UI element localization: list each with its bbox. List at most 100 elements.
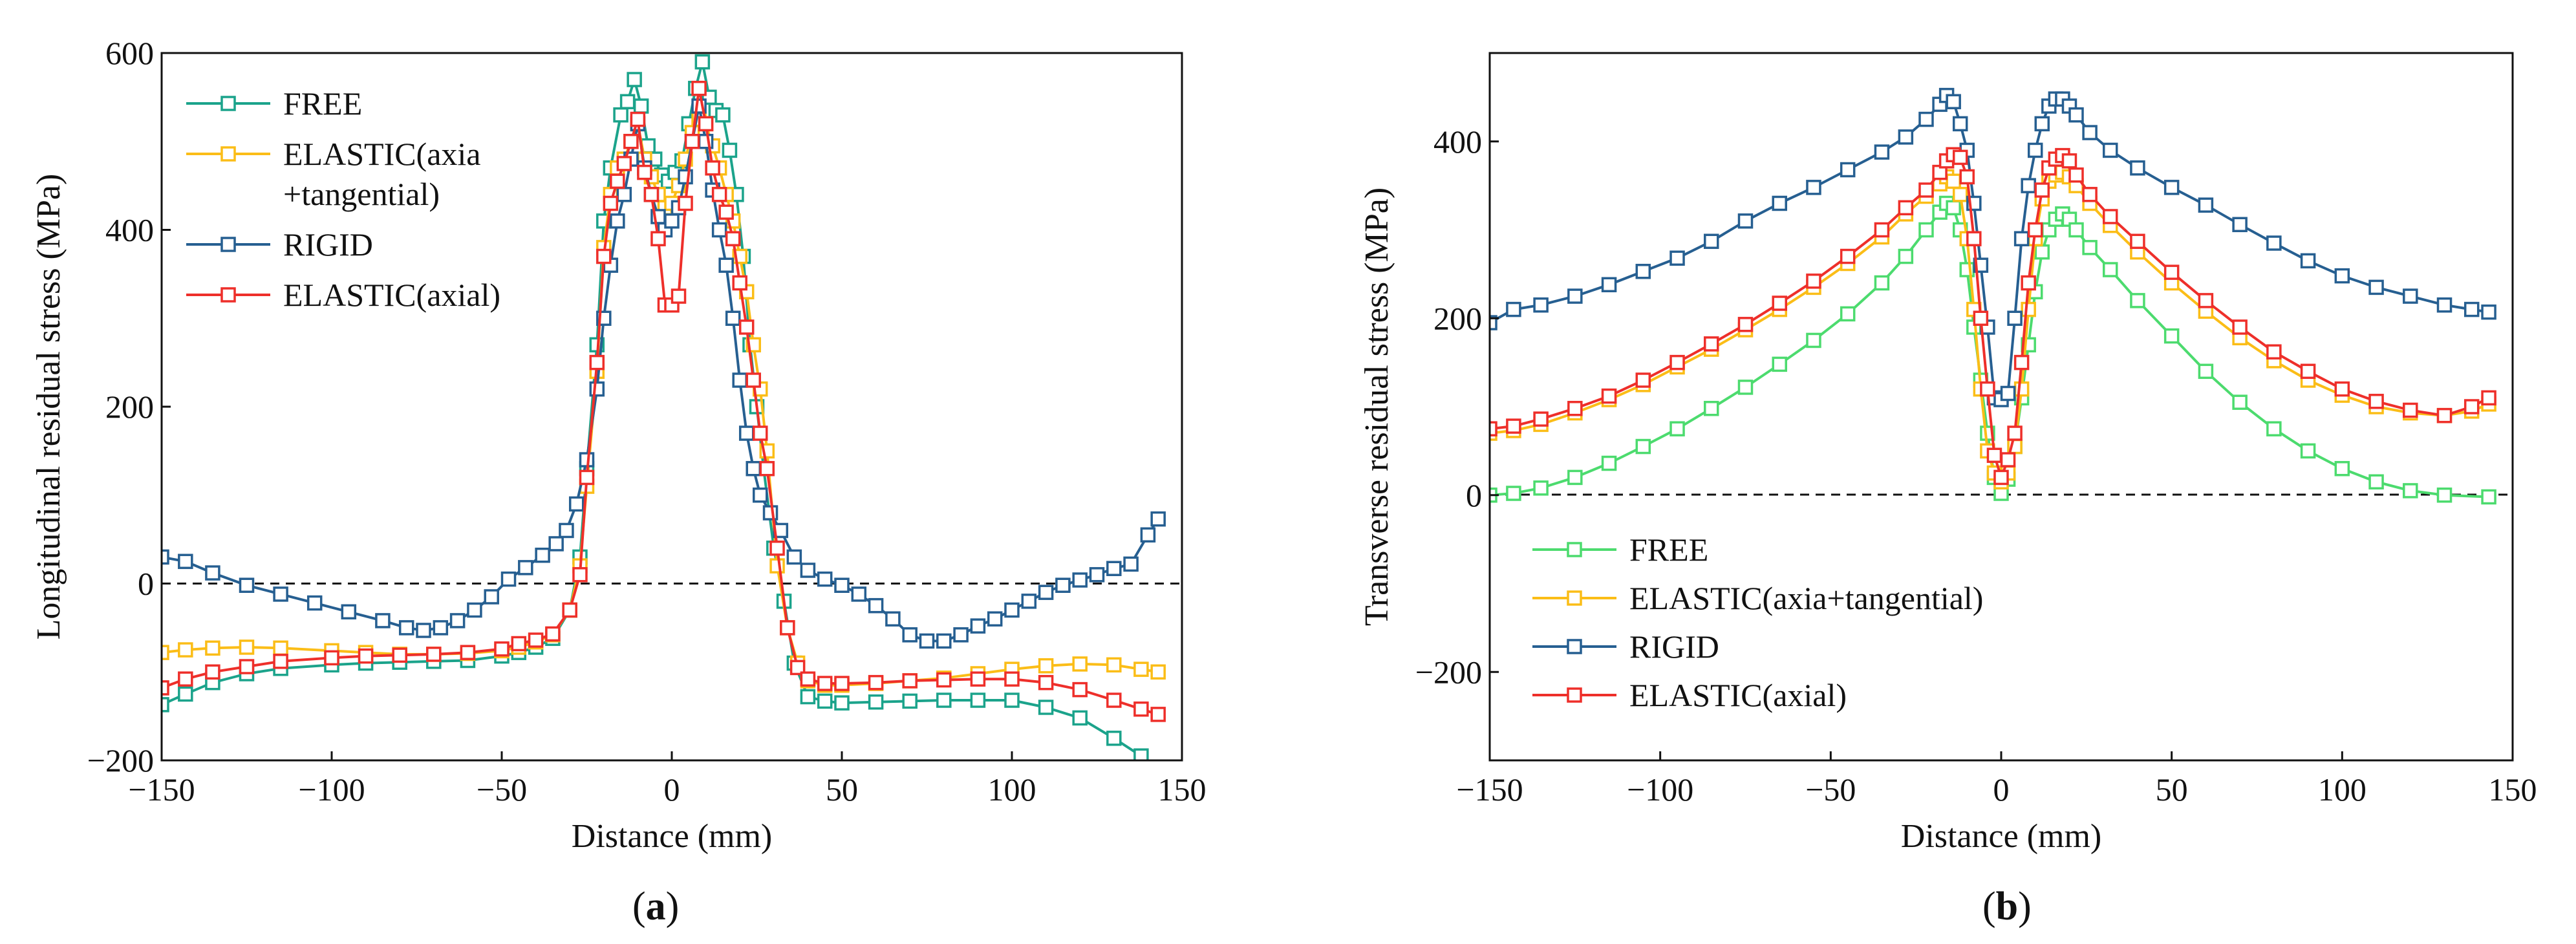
panel-a-legend-elastic-axia-tangential: ELASTIC(axia +tangential): [186, 136, 480, 212]
panel-a-elastic-axial-marker: [178, 671, 193, 687]
panel-a-legend-elastic-axia-tangential-text: +tangential): [283, 176, 440, 212]
panel-b-free-marker: [2130, 293, 2145, 308]
panel-b-free-marker: [2368, 474, 2384, 489]
panel-b-legend-elastic-axial-marker: [1567, 687, 1582, 703]
panel-b-elastic-axial-marker: [1966, 231, 1982, 246]
panel-b-elastic-axial-marker: [2102, 209, 2118, 224]
panel-a-rigid-marker: [1089, 567, 1105, 583]
panel-a-legend-elastic-axial-marker: [220, 287, 236, 303]
panel-b-label-letter: b: [1996, 885, 2018, 928]
panel-a-elastic-axial-marker: [817, 676, 833, 691]
panel-b-free-marker: [1737, 380, 1754, 395]
panel-b-legend-rigid-text: RIGID: [1629, 628, 1719, 665]
panel-b-elastic-axial-marker: [2007, 425, 2023, 441]
panel-a-legend-rigid-text: RIGID: [283, 226, 373, 263]
panel-b-elastic-axial-marker: [2068, 167, 2084, 183]
panel-a-elastic-axial-marker: [936, 672, 952, 688]
panel-a-free-marker: [1004, 692, 1020, 708]
panel-b-elastic-axial-marker: [1952, 149, 1968, 166]
panel-b-elastic-axial-marker: [1533, 411, 1549, 427]
panel-a-elastic-axial-series: [162, 80, 1166, 722]
panel-a-rigid-marker: [817, 571, 833, 587]
panel-a-elastic-axial-marker: [1150, 707, 1166, 722]
panel-b-elastic-axial-marker: [1973, 310, 1989, 326]
panel-a-elastic-axial-marker: [800, 671, 816, 687]
panel-a-elastic-axia-tangential-marker: [239, 639, 255, 655]
panel-a-elastic-axial-marker: [868, 674, 884, 691]
panel-b-ticks: −150 −100 −50 0 50 100 150 −200 0 200 400: [1415, 123, 2537, 808]
panel-a-rigid-marker: [753, 488, 768, 503]
panel-a-legend-elastic-axial-text: ELASTIC(axial): [283, 277, 500, 313]
panel-b-free-marker: [2300, 443, 2316, 459]
panel-a-elastic-axial-marker: [711, 187, 727, 202]
panel-a-rigid-marker: [902, 627, 918, 643]
panel-b-legend-elastic-axia-tangential-text: ELASTIC(axia+tangential): [1629, 580, 1983, 616]
panel-b-rigid-marker: [1704, 233, 1719, 250]
panel-b-rigid-marker: [2198, 197, 2214, 213]
panel-b-elastic-axial-marker: [2034, 182, 2050, 198]
panel-b-elastic-axial-marker: [2300, 363, 2316, 380]
panel-b-elastic-axial-marker: [2436, 407, 2453, 424]
panel-b-x-tick-label: 0: [1993, 771, 2010, 808]
panel-b-elastic-axial-marker: [2481, 390, 2496, 406]
panel-a-free-marker: [936, 692, 952, 708]
panel-a-rigid-marker: [987, 611, 1003, 627]
panel-a-y-tick-label: 200: [105, 389, 154, 425]
panel-a-rigid-marker: [449, 613, 466, 628]
panel-a-rigid-marker: [341, 604, 357, 620]
panel-a-elastic-axia-tangential-marker: [273, 640, 288, 656]
panel-a-legend-free-marker: [220, 96, 236, 111]
panel-a-elastic-axial-marker: [426, 647, 442, 662]
panel-b-rigid-marker: [2034, 116, 2050, 132]
panel-b-rigid-marker: [2436, 297, 2453, 313]
panel-b-free-marker: [2198, 363, 2214, 380]
panel-b-free-marker: [1669, 421, 1685, 436]
panel-a-rigid-marker: [1150, 511, 1166, 527]
panel-b-rigid-marker: [2368, 279, 2384, 295]
panel-a-x-tick-label: −150: [128, 771, 195, 808]
panel-b-elastic-axial-marker: [1993, 469, 2009, 486]
panel-a-free-marker: [162, 697, 169, 713]
panel-a-rigid-marker: [484, 589, 499, 605]
panel-a-rigid-marker: [711, 222, 727, 238]
panel-b-elastic-axia-tangential-marker: [1952, 187, 1968, 202]
panel-a-elastic-axial-marker: [732, 275, 747, 291]
panel-a-rigid-marker: [1038, 585, 1054, 600]
panel-b-free-marker: [1704, 400, 1719, 416]
panel-a-free-marker: [722, 142, 738, 158]
panel-a-x-axis-title: Distance (mm): [572, 818, 772, 855]
panel-b-rigid-marker: [1635, 264, 1651, 279]
panel-b-free-marker: [1840, 306, 1856, 322]
panel-b-free-marker: [1506, 486, 1521, 501]
panel-a-elastic-axial-marker: [392, 647, 407, 663]
panel-a-rigid-marker: [162, 549, 169, 565]
panel-a-rigid-marker: [851, 586, 867, 602]
panel-a-elastic-axia-tangential-marker: [1072, 656, 1088, 672]
panel-b-elastic-axia-tangential-marker: [1946, 173, 1961, 189]
panel-b-rigid-marker: [1567, 288, 1583, 304]
panel-a-elastic-axial-marker: [1072, 681, 1088, 698]
panel-a-series-group: [162, 54, 1166, 760]
panel-b-elastic-axial-marker: [1490, 421, 1497, 436]
panel-a-free-marker: [1133, 748, 1149, 760]
panel-a-rigid-marker: [1004, 602, 1020, 618]
panel-a-rigid-marker: [375, 613, 391, 628]
panel-a-x-tick-label: 150: [1158, 771, 1207, 808]
panel-a-elastic-axial-marker: [1038, 674, 1054, 691]
panel-a-elastic-axial-marker: [780, 620, 795, 636]
panel-a-rigid-marker: [610, 213, 625, 229]
panel-a-elastic-axia-tangential-marker: [1150, 664, 1166, 680]
panel-a-elastic-axial-marker: [589, 354, 605, 370]
panel-b-rigid-marker: [1898, 129, 1914, 145]
panel-a-rigid-marker: [1021, 594, 1037, 609]
panel-b-y-tick-label: 0: [1466, 477, 1482, 513]
panel-a-elastic-axial-marker: [603, 195, 619, 211]
panel-b-free-marker: [2266, 421, 2282, 436]
panel-a-elastic-axia-tangential-marker: [162, 645, 169, 660]
panel-b-rigid-marker: [1669, 250, 1685, 266]
panel-b-x-axis-title: Distance (mm): [1901, 818, 2101, 855]
panel-b-free-marker: [2163, 328, 2180, 344]
panel-a-label-letter: a: [646, 885, 666, 928]
panel-b-elastic-axial-marker: [1704, 336, 1719, 352]
panel-a-rigid-marker: [800, 563, 816, 578]
